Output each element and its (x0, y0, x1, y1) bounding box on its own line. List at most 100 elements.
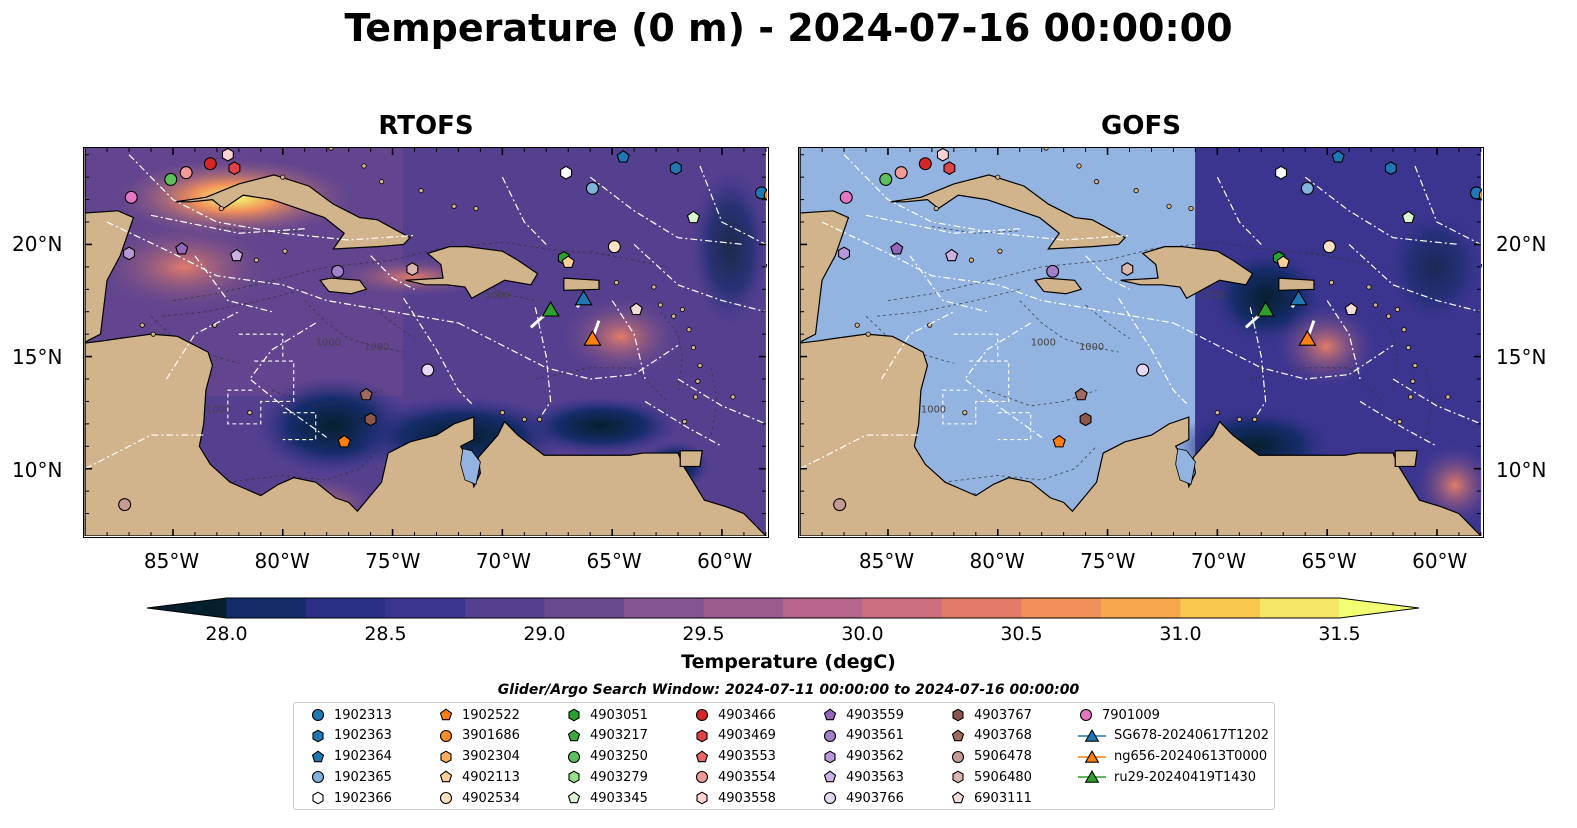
legend-label: 4903561 (846, 728, 904, 744)
island (218, 205, 224, 212)
eez-line (644, 400, 723, 447)
legend-marker-icon (439, 708, 453, 721)
eez-line (821, 221, 1174, 324)
argo-float-5906480 (1121, 262, 1134, 276)
island (854, 322, 860, 328)
legend-marker-icon (1079, 708, 1093, 722)
argo-float-4902113 (1276, 255, 1290, 269)
land-polygon (175, 174, 412, 250)
eez-line (1392, 378, 1482, 425)
legend-marker (823, 708, 837, 721)
eez-box (997, 412, 1032, 441)
legend-item: 4903559 (822, 705, 904, 725)
lon-label: 80°W (254, 549, 310, 573)
lat-label-right: 15°N (1496, 345, 1547, 370)
island (1328, 279, 1335, 286)
island (997, 248, 1003, 254)
colorbar-tick-label: 28.5 (364, 623, 407, 645)
glider-SG678-20240617T1202 (574, 289, 593, 306)
legend-marker (951, 750, 965, 763)
contour-label: 1000 (364, 342, 389, 353)
legend-marker-icon (312, 791, 324, 805)
eez-line (106, 221, 459, 324)
legend-item: ru29-20240419T1430 (1078, 767, 1256, 787)
contour-label: 1000 (485, 290, 510, 301)
argo-float-5906478 (833, 498, 847, 512)
legend-marker (439, 770, 453, 783)
legend-marker-icon (1078, 770, 1106, 784)
argo-float-1902366 (1275, 165, 1288, 180)
depth-contour (1375, 311, 1398, 391)
legend-marker-icon (1078, 728, 1106, 742)
colorbar-extend-high (1339, 598, 1419, 618)
colorbar-segment (862, 598, 943, 618)
argo-float-1902363 (1384, 161, 1397, 176)
legend-marker-icon (311, 708, 325, 722)
land-polygon (890, 174, 1127, 250)
eez-line (1414, 165, 1482, 245)
legend-marker (311, 771, 325, 784)
legend-label: 4902534 (462, 790, 520, 806)
island (150, 331, 156, 337)
island (280, 174, 286, 180)
island (697, 362, 703, 369)
panel-title-rtofs: RTOFS (378, 111, 474, 141)
land-features (84, 148, 768, 537)
eez-line (150, 214, 305, 234)
lon-label: 85°W (858, 549, 915, 573)
legend-label: 4903250 (590, 749, 648, 765)
island (1397, 419, 1403, 425)
lat-label-right: 20°N (1496, 232, 1547, 257)
eez-line (370, 255, 415, 290)
legend-label: 5906478 (974, 749, 1032, 765)
figure-title: Temperature (0 m) - 2024-07-16 00:00:00 (344, 6, 1233, 50)
legend-item: 3902304 (438, 747, 520, 767)
colorbar-tick-label: 31.5 (1318, 623, 1361, 645)
glider-ru29-20240419T1430 (1256, 300, 1275, 317)
depth-contour (161, 288, 305, 317)
island (1405, 345, 1411, 351)
legend-label: 4903768 (974, 728, 1032, 744)
eez-line (589, 176, 744, 246)
argo-float-4903562 (838, 246, 850, 261)
colorbar-segment (1021, 598, 1102, 618)
legend-item: 4902534 (438, 788, 520, 808)
island (253, 257, 259, 263)
colorbar-tick-label: 30.0 (841, 623, 884, 645)
legend-item: 1902365 (310, 767, 392, 787)
eez-line (865, 214, 1020, 234)
legend-marker-icon (695, 750, 709, 762)
island (1043, 148, 1049, 151)
argo-float-4903561 (331, 264, 345, 278)
lon-label: 80°W (969, 549, 1025, 573)
eez-line (1173, 322, 1394, 380)
island (418, 188, 424, 194)
eez-box (942, 360, 1010, 425)
island (968, 257, 974, 263)
lat-label-left: 10°N (12, 458, 63, 483)
lat-label-right: 10°N (1496, 458, 1547, 483)
contour-label: 1000 (1200, 290, 1225, 301)
lon-label: 60°W (1412, 549, 1468, 573)
argo-float-1902364 (616, 150, 630, 163)
island (1401, 327, 1407, 333)
argo-float-6903111 (1344, 302, 1358, 316)
argo-float-5906480 (406, 262, 419, 276)
legend-marker-icon (311, 771, 325, 784)
legend-marker (1084, 749, 1100, 763)
legend-item: 4903051 (566, 705, 648, 725)
legend-marker (952, 770, 964, 784)
island (1366, 284, 1372, 290)
argo-float-6903111 (629, 302, 643, 316)
island (730, 394, 736, 400)
legend-label: 4902113 (462, 769, 520, 785)
contour-label: 1000 (316, 337, 341, 348)
legend-label: 6903111 (974, 790, 1032, 806)
legend-marker (311, 750, 325, 762)
legend-marker (439, 792, 453, 805)
land-polygon (1120, 246, 1254, 300)
float-markers (833, 148, 1483, 512)
